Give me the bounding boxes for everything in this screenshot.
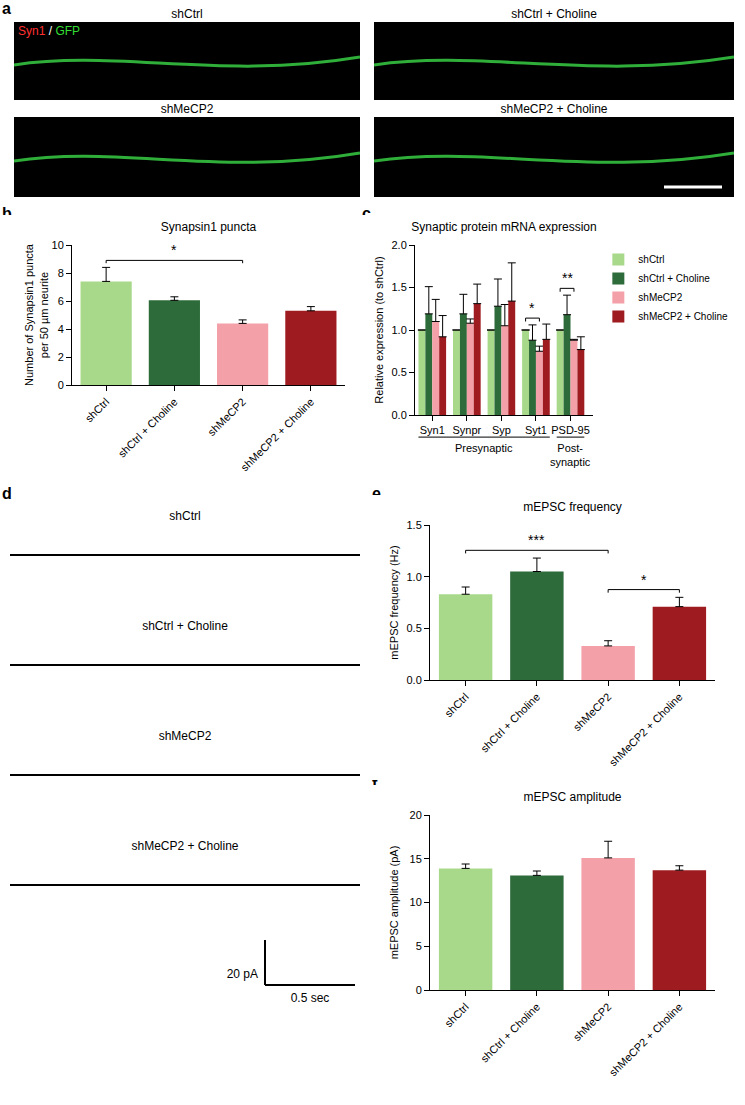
svg-text:mEPSC frequency: mEPSC frequency — [523, 500, 622, 514]
svg-text:1.0: 1.0 — [407, 571, 422, 583]
svg-text:6: 6 — [58, 295, 64, 307]
svg-text:shMeCP2 + Choline: shMeCP2 + Choline — [638, 311, 728, 322]
svg-text:0: 0 — [58, 379, 64, 391]
svg-text:Presynaptic: Presynaptic — [455, 442, 513, 454]
svg-text:shCtrl + Choline: shCtrl + Choline — [478, 691, 542, 755]
svg-text:*: * — [171, 242, 177, 258]
html-text:shCtrl + Choline: shCtrl + Choline — [511, 7, 597, 21]
svg-text:shCtrl: shCtrl — [442, 1001, 471, 1030]
svg-text:shMeCP2 + Choline: shMeCP2 + Choline — [607, 1001, 685, 1079]
svg-text:20: 20 — [410, 809, 422, 821]
html-text:shMeCP2 + Choline: shMeCP2 + Choline — [500, 102, 608, 116]
svg-text:Post-synaptic: Post-synaptic — [550, 442, 591, 468]
svg-text:PSD-95: PSD-95 — [551, 424, 590, 436]
svg-text:***: *** — [528, 532, 545, 548]
svg-text:0.5: 0.5 — [407, 622, 422, 634]
svg-text:1.0: 1.0 — [392, 324, 407, 336]
html-text:shMeCP2: shMeCP2 — [160, 102, 214, 116]
svg-text:8: 8 — [58, 267, 64, 279]
svg-text:10: 10 — [410, 896, 422, 908]
svg-text:**: ** — [562, 270, 573, 286]
svg-text:2: 2 — [58, 351, 64, 363]
html-text:c: c — [362, 205, 371, 222]
svg-text:shMeCP2: shMeCP2 — [638, 292, 682, 303]
html-text:shCtrl: shCtrl — [171, 7, 203, 21]
svg-text:Relative expression (to shCtrl: Relative expression (to shCtrl) — [373, 256, 385, 403]
svg-text:shMeCP2 + Choline: shMeCP2 + Choline — [131, 839, 238, 853]
svg-text:shCtrl: shCtrl — [442, 691, 471, 720]
svg-text:0.0: 0.0 — [392, 409, 407, 421]
svg-text:Number of Synapsin1 punctaper: Number of Synapsin1 punctaper 50 µm neur… — [23, 243, 49, 386]
svg-text:15: 15 — [410, 853, 422, 865]
svg-text:shMeCP2: shMeCP2 — [205, 396, 248, 439]
svg-text:*: * — [641, 572, 647, 588]
svg-text:Synapsin1 puncta: Synapsin1 puncta — [161, 220, 257, 234]
html-text:b: b — [2, 205, 12, 222]
svg-text:mEPSC amplitude (pA): mEPSC amplitude (pA) — [388, 846, 400, 960]
svg-text:4: 4 — [58, 323, 64, 335]
html-text:e: e — [372, 485, 381, 502]
html-text:Syn1 / GFP: Syn1 / GFP — [18, 24, 80, 38]
svg-text:Synpr: Synpr — [452, 424, 481, 436]
svg-text:shCtrl: shCtrl — [638, 254, 664, 265]
svg-text:0.0: 0.0 — [407, 674, 422, 686]
svg-text:shMeCP2: shMeCP2 — [571, 1001, 614, 1044]
svg-text:1.5: 1.5 — [392, 281, 407, 293]
svg-text:5: 5 — [416, 940, 422, 952]
svg-text:shCtrl + Choline: shCtrl + Choline — [638, 273, 710, 284]
svg-text:shMeCP2: shMeCP2 — [571, 691, 614, 734]
svg-text:Syn1: Syn1 — [420, 424, 445, 436]
svg-text:2.0: 2.0 — [392, 239, 407, 251]
svg-text:shCtrl: shCtrl — [83, 396, 112, 425]
svg-text:0.5 sec: 0.5 sec — [291, 991, 330, 1005]
svg-text:shMeCP2 + Choline: shMeCP2 + Choline — [238, 396, 316, 474]
svg-text:Syt1: Syt1 — [525, 424, 547, 436]
svg-text:20 pA: 20 pA — [227, 967, 258, 981]
html-text:d: d — [2, 485, 12, 502]
svg-text:shMeCP2: shMeCP2 — [159, 729, 212, 743]
svg-text:shCtrl + Choline: shCtrl + Choline — [116, 396, 180, 460]
svg-text:0: 0 — [416, 984, 422, 996]
svg-text:mEPSC amplitude: mEPSC amplitude — [523, 790, 621, 804]
svg-text:Syp: Syp — [492, 424, 511, 436]
svg-text:*: * — [529, 300, 535, 316]
svg-text:Synaptic protein mRNA expressi: Synaptic protein mRNA expression — [411, 220, 596, 234]
svg-text:shCtrl: shCtrl — [169, 509, 200, 523]
html-text:f: f — [372, 775, 378, 792]
svg-text:shMeCP2 + Choline: shMeCP2 + Choline — [607, 691, 685, 769]
svg-text:0.5: 0.5 — [392, 366, 407, 378]
svg-text:10: 10 — [52, 239, 64, 251]
svg-text:mEPSC frequency (Hz): mEPSC frequency (Hz) — [388, 545, 400, 659]
html-text:a: a — [2, 0, 11, 17]
svg-text:shCtrl + Choline: shCtrl + Choline — [478, 1001, 542, 1065]
svg-text:1.5: 1.5 — [407, 519, 422, 531]
svg-text:shCtrl + Choline: shCtrl + Choline — [142, 619, 228, 633]
